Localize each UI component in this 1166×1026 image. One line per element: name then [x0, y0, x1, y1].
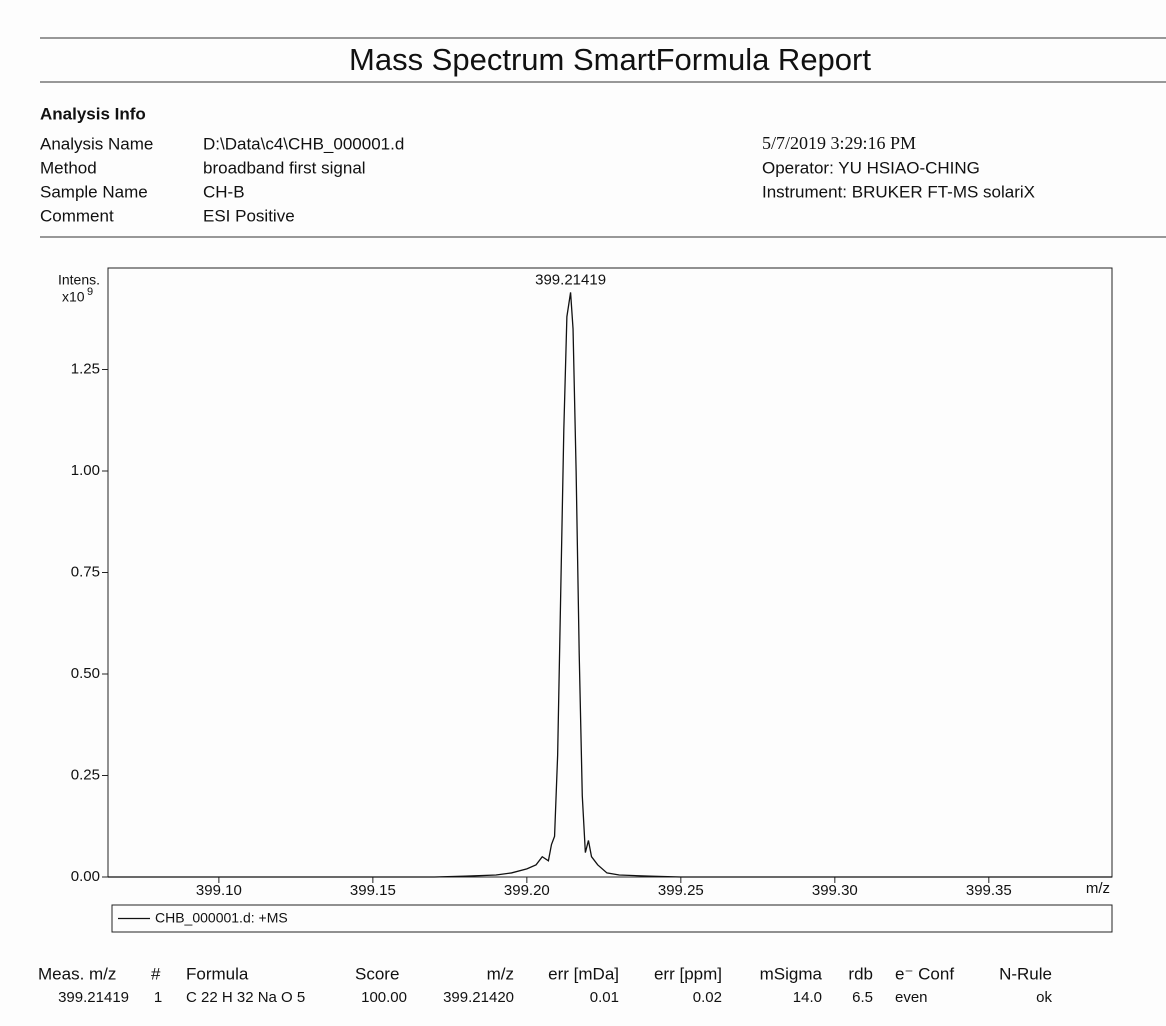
- y-tick-label: 0.00: [71, 868, 100, 885]
- table-header: rdb: [848, 964, 873, 983]
- info-label: Method: [40, 158, 97, 177]
- table-cell: 399.21419: [58, 989, 129, 1006]
- table-cell: 0.02: [693, 989, 722, 1006]
- legend-label: CHB_000001.d: +MS: [155, 910, 288, 926]
- info-heading: Analysis Info: [40, 104, 146, 123]
- report-title: Mass Spectrum SmartFormula Report: [349, 42, 871, 77]
- table-header: Formula: [186, 964, 249, 983]
- x-tick-label: 399.25: [658, 882, 704, 899]
- info-value: CH-B: [203, 182, 245, 201]
- table-cell: C 22 H 32 Na O 5: [186, 989, 305, 1006]
- y-axis-exponent: 9: [87, 286, 93, 298]
- y-tick-label: 0.75: [71, 563, 100, 580]
- info-value: broadband first signal: [203, 158, 366, 177]
- y-tick-label: 0.50: [71, 665, 100, 682]
- y-tick-label: 0.25: [71, 766, 100, 783]
- table-header: N-Rule: [999, 964, 1052, 983]
- table-header: m/z: [487, 964, 514, 983]
- peak-label: 399.21419: [535, 271, 606, 288]
- info-value: ESI Positive: [203, 206, 295, 225]
- table-cell: 14.0: [793, 989, 822, 1006]
- x-tick-label: 399.35: [966, 882, 1012, 899]
- x-axis-label: m/z: [1086, 880, 1110, 897]
- table-cell: 6.5: [852, 989, 873, 1006]
- table-header: e⁻ Conf: [895, 964, 954, 983]
- x-tick-label: 399.10: [196, 882, 242, 899]
- table-header: mSigma: [760, 964, 823, 983]
- info-right: Operator: YU HSIAO-CHING: [762, 158, 980, 177]
- table-header: Score: [355, 964, 399, 983]
- info-right: 5/7/2019 3:29:16 PM: [762, 133, 916, 153]
- info-label: Analysis Name: [40, 134, 153, 153]
- info-value: D:\Data\c4\CHB_000001.d: [203, 134, 404, 153]
- y-axis-unit: x10: [62, 289, 85, 305]
- spectrum-line: [108, 292, 1112, 878]
- info-label: Comment: [40, 206, 114, 225]
- y-tick-label: 1.00: [71, 462, 100, 479]
- legend-box: [111, 904, 1113, 933]
- table-cell: 100.00: [361, 989, 407, 1006]
- table-header: err [mDa]: [548, 964, 619, 983]
- table-header: err [ppm]: [654, 964, 722, 983]
- x-tick-label: 399.20: [504, 882, 550, 899]
- x-tick-label: 399.30: [812, 882, 858, 899]
- table-cell: 0.01: [590, 989, 619, 1006]
- table-cell: 1: [154, 989, 162, 1006]
- x-tick-label: 399.15: [350, 882, 396, 899]
- table-header: #: [151, 964, 161, 983]
- y-axis-label: Intens.: [58, 272, 100, 288]
- plot-frame: [107, 267, 1113, 878]
- table-cell: ok: [1036, 989, 1052, 1006]
- table-header: Meas. m/z: [38, 964, 116, 983]
- info-label: Sample Name: [40, 182, 148, 201]
- info-right: Instrument: BRUKER FT-MS solariX: [762, 182, 1035, 201]
- y-tick-label: 1.25: [71, 360, 100, 377]
- table-cell: even: [895, 989, 928, 1006]
- table-cell: 399.21420: [443, 989, 514, 1006]
